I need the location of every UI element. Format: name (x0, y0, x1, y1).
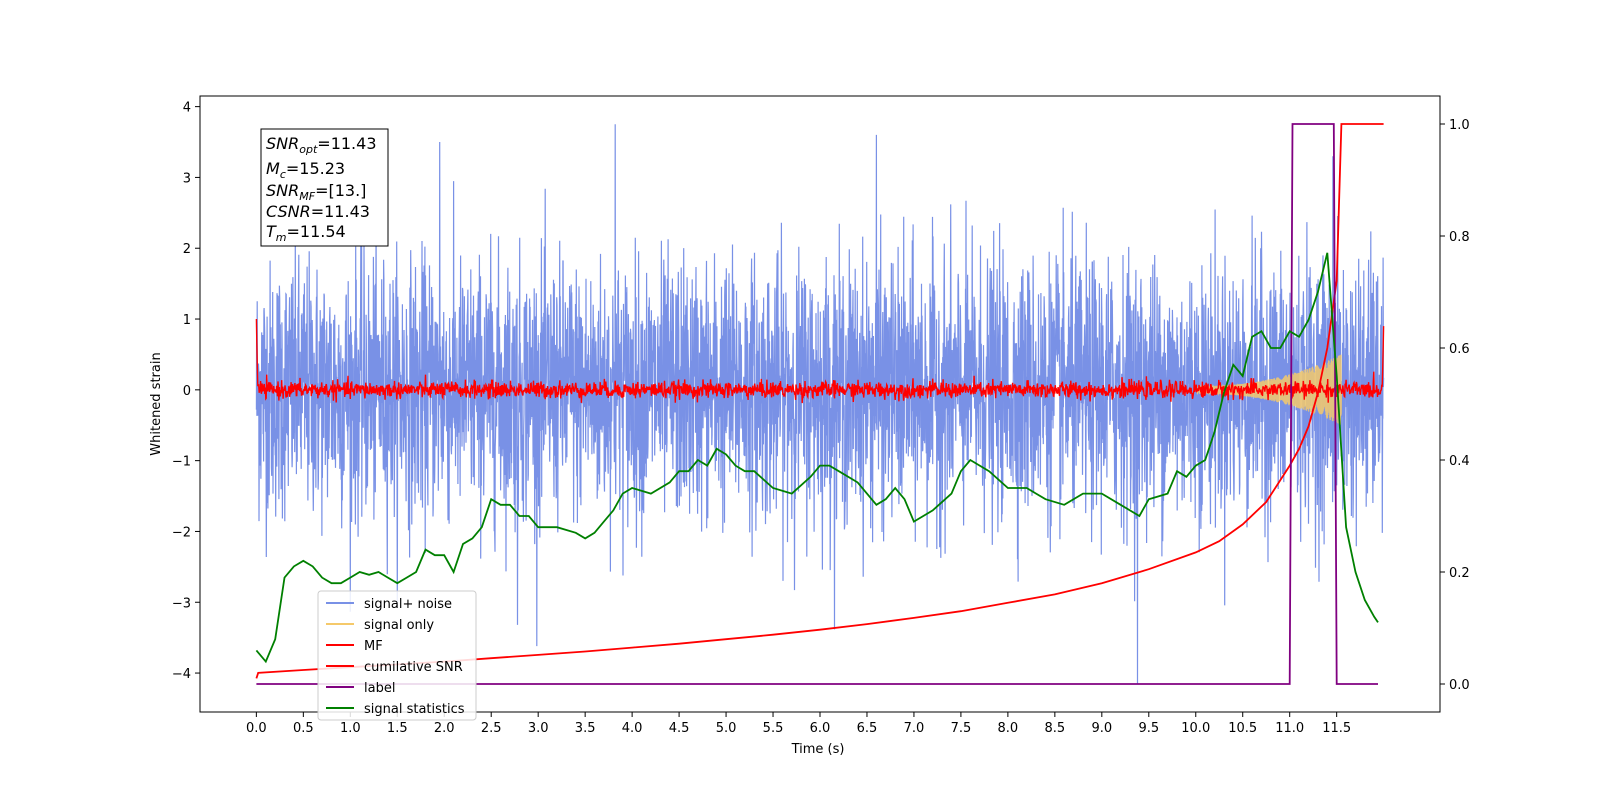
x-tick-label: 0.0 (246, 721, 267, 736)
stats-tm: Tm=11.54 (266, 222, 346, 244)
stats-snr-opt: SNRopt=11.43 (266, 134, 377, 156)
y2-tick-label: 0.2 (1449, 566, 1470, 581)
legend-label: signal only (364, 618, 434, 633)
series-signal-noise-line (255, 124, 1385, 684)
y-axis-left: 4 3 2 1 0 −1 −2 −3 −4 (172, 101, 200, 682)
stats-snr-mf: SNRMF=[13.] (266, 181, 366, 203)
x-tick-label: 5.5 (763, 721, 784, 736)
series-label-line (256, 123, 1378, 685)
y-tick-label: −3 (172, 596, 191, 611)
legend-label: MF (364, 639, 383, 654)
stats-csnr: CSNR=11.43 (266, 202, 370, 221)
x-tick-label: 4.0 (622, 721, 643, 736)
x-tick-label: 3.0 (528, 721, 549, 736)
x-tick-label: 2.0 (434, 721, 455, 736)
y-tick-label: −2 (172, 525, 191, 540)
y-axis-label: Whitened strain (149, 352, 164, 455)
x-tick-label: 11.0 (1275, 721, 1304, 736)
x-tick-label: 11.5 (1322, 721, 1351, 736)
legend-label: signal+ noise (364, 597, 452, 612)
x-tick-label: 8.0 (998, 721, 1019, 736)
legend-label: cumilative SNR (364, 660, 463, 675)
x-tick-label: 10.0 (1181, 721, 1210, 736)
x-tick-label: 6.5 (857, 721, 878, 736)
y-tick-label: 2 (183, 242, 191, 257)
legend-label: signal statistics (364, 702, 465, 717)
x-tick-label: 2.5 (481, 721, 502, 736)
x-tick-label: 6.0 (810, 721, 831, 736)
x-tick-label: 1.5 (387, 721, 408, 736)
x-axis-label: Time (s) (791, 742, 845, 757)
y2-tick-label: 0.6 (1449, 342, 1470, 357)
legend: signal+ noise signal only MF cumilative SNR… (317, 590, 477, 721)
x-tick-label: 7.0 (904, 721, 925, 736)
x-tick-label: 9.0 (1091, 721, 1112, 736)
series-signal-statistics-line (255, 252, 1379, 664)
series-mf-line (255, 318, 1385, 404)
x-tick-label: 7.5 (951, 721, 972, 736)
stats-box-frame (260, 128, 389, 247)
x-tick-label: 1.0 (340, 721, 361, 736)
x-tick-label: 8.5 (1045, 721, 1066, 736)
x-tick-label: 5.0 (716, 721, 737, 736)
y-tick-label: 3 (183, 171, 191, 186)
stats-box: SNRopt=11.43 Mc=15.23 SNRMF=[13.] CSNR=1… (260, 128, 389, 247)
y2-tick-label: 0.8 (1449, 230, 1470, 245)
x-tick-label: 4.5 (669, 721, 690, 736)
y2-tick-label: 1.0 (1449, 118, 1470, 133)
x-tick-label: 3.5 (575, 721, 596, 736)
legend-label: label (364, 681, 395, 696)
stats-mc: Mc=15.23 (266, 159, 345, 181)
x-tick-label: 10.5 (1228, 721, 1257, 736)
y-tick-label: 1 (183, 313, 191, 328)
x-axis: 0.0 0.5 1.0 1.5 2.0 2.5 3.0 3.5 4.0 4.5 5.0 5.5 6.0 6… (246, 712, 1351, 736)
legend-frame (317, 590, 477, 721)
y-tick-label: 4 (183, 101, 191, 116)
x-tick-label: 9.5 (1138, 721, 1159, 736)
x-tick-label: 0.5 (293, 721, 314, 736)
y-tick-label: −1 (172, 455, 191, 470)
y-tick-label: 0 (183, 384, 191, 399)
y2-tick-label: 0.0 (1449, 678, 1470, 693)
y-tick-label: −4 (172, 667, 191, 682)
y-axis-right: 1.0 0.8 0.6 0.4 0.2 0.0 (1440, 118, 1470, 693)
y2-tick-label: 0.4 (1449, 454, 1470, 469)
